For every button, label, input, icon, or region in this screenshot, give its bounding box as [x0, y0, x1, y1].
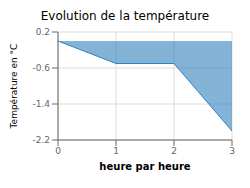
svg-text:heure par heure: heure par heure: [99, 161, 190, 172]
svg-text:2: 2: [171, 146, 177, 156]
svg-text:Température en °C: Température en °C: [9, 44, 19, 130]
svg-text:-2.2: -2.2: [32, 135, 50, 145]
html-text:Evolution de la température: Evolution de la température: [40, 9, 210, 23]
svg-text:0.2: 0.2: [36, 27, 50, 37]
svg-text:1: 1: [113, 146, 119, 156]
svg-text:-1.4: -1.4: [32, 99, 50, 109]
svg-text:0: 0: [55, 146, 61, 156]
svg-text:-0.6: -0.6: [32, 63, 50, 73]
svg-text:3: 3: [229, 146, 235, 156]
